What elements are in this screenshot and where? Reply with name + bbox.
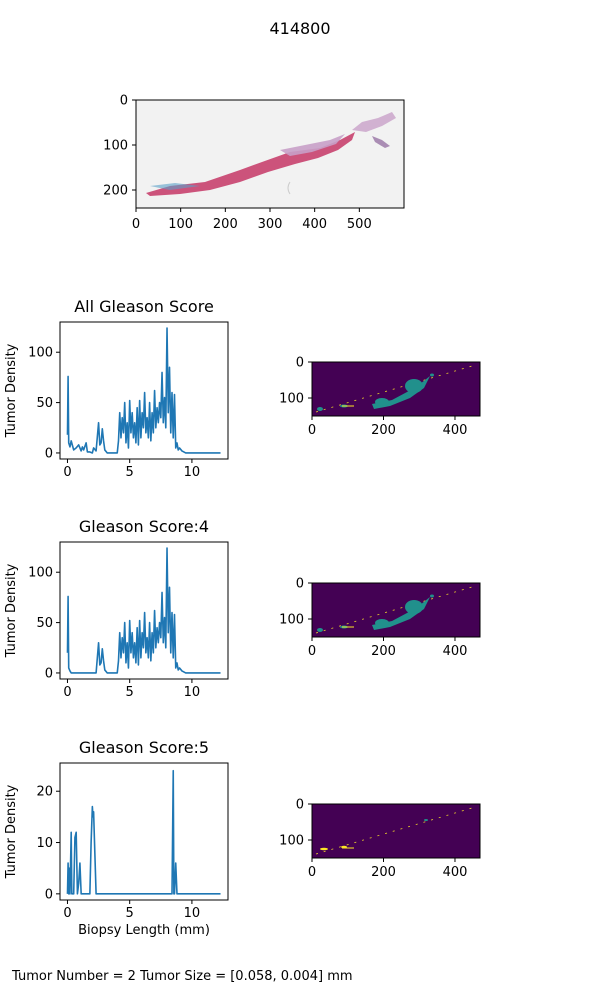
tumor-region xyxy=(317,628,323,632)
x-tick-label: 10 xyxy=(184,685,201,700)
axes-frame xyxy=(59,762,229,901)
x-tick-label: 200 xyxy=(371,423,396,438)
x-tick-label: 100 xyxy=(168,217,193,232)
y-tick-label: 0 xyxy=(296,798,304,813)
y-tick-label: 10 xyxy=(36,836,53,851)
x-tick-label: 5 xyxy=(126,465,134,480)
y-tick-label: 100 xyxy=(279,392,304,407)
all-gleason-map-panel: 0 200 400 0 100 xyxy=(279,356,481,438)
map-background xyxy=(312,583,480,637)
tissue-trace xyxy=(315,365,473,413)
tumor-region xyxy=(405,600,423,614)
footer-text: Tumor Number = 2 Tumor Size = [0.058, 0.… xyxy=(11,969,353,984)
tumor-region xyxy=(320,847,328,851)
y-tick-label: 0 xyxy=(296,577,304,592)
x-tick-label: 400 xyxy=(443,423,468,438)
y-tick-label: 0 xyxy=(45,666,53,681)
tissue-strip xyxy=(146,132,355,196)
x-tick-label: 0 xyxy=(308,644,316,659)
x-tick-label: 500 xyxy=(347,217,372,232)
tumor-region xyxy=(424,819,428,821)
tumor-region xyxy=(430,373,434,377)
x-tick-label: 200 xyxy=(371,644,396,659)
y-tick-label: 0 xyxy=(45,887,53,902)
gleason-5-map-panel: 0 200 400 0 100 xyxy=(279,798,481,880)
tumor-region xyxy=(372,376,430,409)
y-tick-label: 200 xyxy=(103,184,128,199)
gleason-5-panel: Gleason Score:5 0 5 10 0 10 20 Tumor Density Bio… xyxy=(4,738,229,938)
x-tick-label: 200 xyxy=(371,865,396,880)
x-tick-label: 300 xyxy=(258,217,283,232)
slide-artifact xyxy=(287,181,291,195)
y-tick-label: 0 xyxy=(120,94,128,109)
subplot-title: Gleason Score:4 xyxy=(79,517,209,536)
axes-frame xyxy=(59,321,229,460)
x-tick-label: 200 xyxy=(213,217,238,232)
axes-frame xyxy=(311,582,481,638)
tumor-region xyxy=(430,594,434,598)
map-background xyxy=(312,362,480,416)
y-tick-label: 100 xyxy=(279,613,304,628)
subplot-title: All Gleason Score xyxy=(74,297,214,316)
y-tick-label: 0 xyxy=(45,446,53,461)
y-tick-label: 100 xyxy=(279,834,304,849)
tumor-region xyxy=(405,379,423,393)
figure-title: 414800 xyxy=(269,19,330,38)
tumor-region xyxy=(317,407,323,411)
tissue-strip xyxy=(150,183,200,190)
density-series-line xyxy=(66,327,221,454)
x-tick-label: 0 xyxy=(132,217,140,232)
map-background xyxy=(312,804,480,858)
tissue-strip xyxy=(280,134,345,156)
x-tick-label: 10 xyxy=(184,906,201,921)
y-tick-label: 50 xyxy=(36,616,53,631)
y-axis-label: Tumor Density xyxy=(4,784,19,879)
x-tick-label: 400 xyxy=(443,865,468,880)
x-tick-label: 0 xyxy=(63,685,71,700)
density-series-line xyxy=(66,769,221,895)
y-tick-label: 100 xyxy=(28,346,53,361)
y-tick-label: 100 xyxy=(28,566,53,581)
biopsy-image-panel: 0 100 200 300 400 500 0 100 200 xyxy=(103,94,405,232)
tissue-fragment xyxy=(372,136,390,148)
x-tick-label: 0 xyxy=(63,906,71,921)
y-tick-label: 100 xyxy=(103,139,128,154)
x-tick-label: 400 xyxy=(302,217,327,232)
density-series-line xyxy=(66,547,221,674)
x-tick-label: 400 xyxy=(443,644,468,659)
x-tick-label: 0 xyxy=(308,423,316,438)
tumor-region xyxy=(375,619,389,627)
y-tick-label: 20 xyxy=(36,785,53,800)
x-tick-label: 0 xyxy=(308,865,316,880)
tissue-strip xyxy=(352,112,396,132)
tissue-trace xyxy=(315,807,473,855)
x-tick-label: 5 xyxy=(126,906,134,921)
y-tick-label: 0 xyxy=(296,356,304,371)
axes-frame xyxy=(59,541,229,680)
axes-frame xyxy=(311,803,481,859)
y-axis-label: Tumor Density xyxy=(4,343,19,438)
axes-frame xyxy=(311,361,481,417)
x-axis-label: Biopsy Length (mm) xyxy=(78,923,210,938)
subplot-title: Gleason Score:5 xyxy=(79,738,209,757)
tissue-trace xyxy=(315,586,473,634)
tumor-region xyxy=(372,597,430,630)
tumor-region xyxy=(375,398,389,406)
x-tick-label: 5 xyxy=(126,685,134,700)
gleason-4-map-panel: 0 200 400 0 100 xyxy=(279,577,481,659)
x-tick-label: 10 xyxy=(184,465,201,480)
y-axis-label: Tumor Density xyxy=(4,563,19,658)
y-tick-label: 50 xyxy=(36,396,53,411)
x-tick-label: 0 xyxy=(63,465,71,480)
